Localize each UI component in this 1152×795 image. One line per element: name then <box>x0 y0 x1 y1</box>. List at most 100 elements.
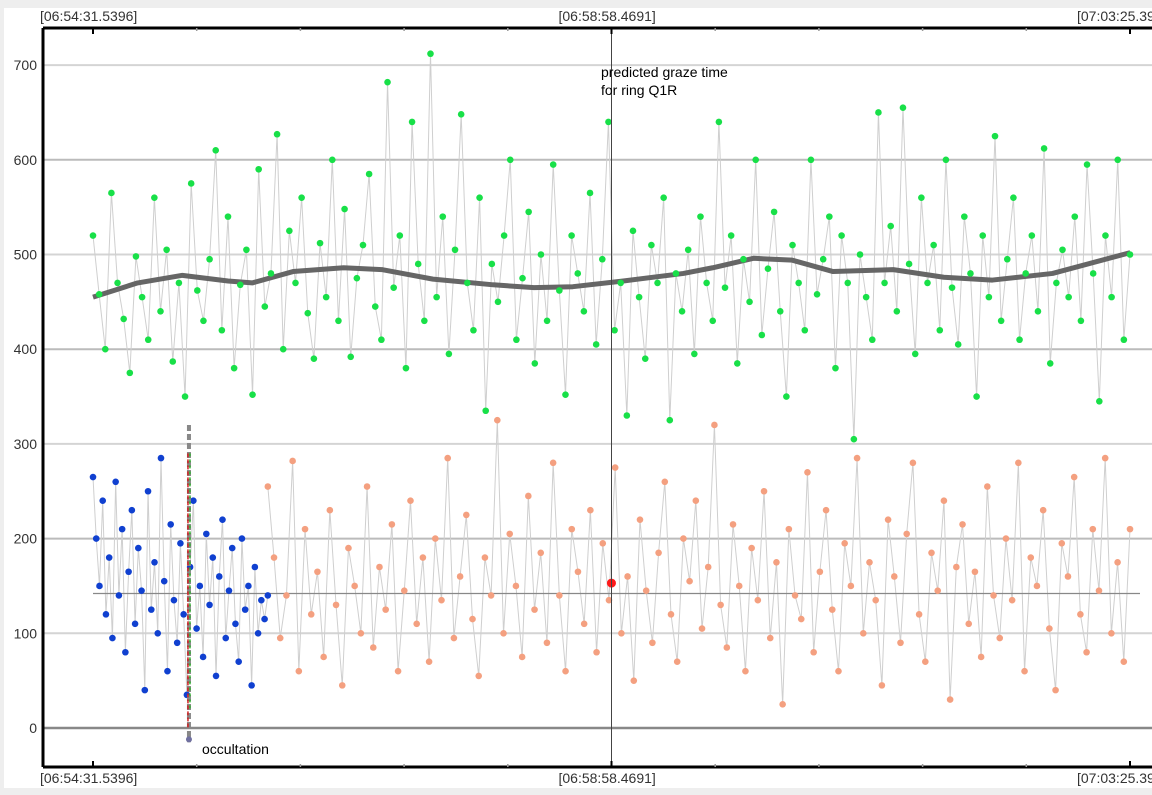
data-point <box>369 644 377 651</box>
data-point <box>810 648 817 656</box>
data-point <box>267 270 275 277</box>
data-point <box>163 246 170 254</box>
data-point <box>109 634 116 642</box>
data-point <box>126 369 134 377</box>
data-point <box>635 293 643 301</box>
data-point <box>169 358 177 365</box>
data-point <box>1120 336 1128 344</box>
data-point <box>419 554 427 561</box>
data-point <box>791 592 799 599</box>
data-point <box>868 336 876 344</box>
data-point <box>684 246 692 254</box>
data-point <box>128 506 136 514</box>
data-point <box>890 573 898 580</box>
data-point <box>884 516 892 523</box>
data-point <box>264 592 272 599</box>
data-point <box>549 459 557 467</box>
data-point <box>748 544 755 552</box>
data-point <box>209 554 217 561</box>
data-point <box>1089 270 1097 277</box>
y-tick-label: 500 <box>14 247 38 263</box>
connector-line-1 <box>92 458 269 695</box>
data-point <box>203 530 210 538</box>
data-point <box>847 582 855 590</box>
data-point <box>862 293 870 301</box>
data-point <box>760 487 768 495</box>
data-point <box>881 279 888 287</box>
data-point <box>624 573 631 580</box>
data-point <box>101 345 109 353</box>
data-point <box>1058 540 1066 547</box>
data-point <box>729 521 737 528</box>
data-point <box>105 554 113 561</box>
data-point <box>316 239 324 247</box>
data-point <box>961 213 968 220</box>
data-point <box>151 194 158 201</box>
data-point <box>1114 156 1122 164</box>
data-point <box>96 582 103 590</box>
data-point <box>648 241 655 249</box>
data-point <box>363 483 371 490</box>
data-point <box>99 497 107 505</box>
chart-card <box>4 8 1152 788</box>
data-point <box>666 416 674 424</box>
data-point <box>807 156 815 164</box>
data-point <box>167 521 174 528</box>
data-point <box>118 525 126 533</box>
data-point <box>438 596 445 604</box>
data-point <box>164 667 171 675</box>
data-point <box>797 615 805 623</box>
data-point <box>390 284 397 291</box>
data-point <box>519 274 526 282</box>
data-point <box>826 213 833 220</box>
data-point <box>402 364 410 372</box>
data-point <box>822 506 830 514</box>
data-point <box>193 625 200 632</box>
data-point <box>225 587 233 594</box>
occultation-point <box>185 736 192 743</box>
y-tick-label: 200 <box>14 531 38 547</box>
data-point <box>770 208 778 216</box>
data-point <box>332 601 340 609</box>
data-point <box>138 293 146 301</box>
data-point <box>1083 161 1091 168</box>
top-time-label: [06:58:58.4691] <box>559 8 656 24</box>
data-point <box>219 516 226 523</box>
data-point <box>764 265 772 273</box>
data-point <box>611 326 618 334</box>
data-point <box>481 554 489 561</box>
data-point <box>629 227 637 235</box>
data-point <box>795 279 802 287</box>
data-point <box>445 350 453 358</box>
occultation-marker <box>185 424 192 743</box>
data-point <box>742 667 749 675</box>
data-point <box>218 326 226 334</box>
data-point <box>289 457 296 465</box>
data-point <box>141 686 149 694</box>
data-point <box>464 279 471 287</box>
data-point <box>1039 506 1047 514</box>
data-point <box>388 521 396 528</box>
occultation-label: occultation <box>202 741 269 757</box>
data-point <box>636 516 644 523</box>
data-point <box>249 391 256 398</box>
data-point <box>723 644 731 651</box>
data-point <box>384 78 391 86</box>
data-point <box>660 194 667 201</box>
data-point <box>413 620 420 628</box>
data-point <box>654 279 661 287</box>
data-point <box>899 104 907 112</box>
data-point <box>273 130 281 138</box>
data-point <box>971 568 979 576</box>
data-point <box>224 213 232 220</box>
data-point <box>1070 473 1078 481</box>
data-point <box>586 189 594 197</box>
data-point <box>235 658 242 666</box>
data-point <box>740 255 747 263</box>
data-point <box>243 246 250 254</box>
data-point <box>959 521 966 528</box>
data-point <box>592 341 600 348</box>
data-point <box>543 639 551 647</box>
data-point <box>1046 360 1054 367</box>
